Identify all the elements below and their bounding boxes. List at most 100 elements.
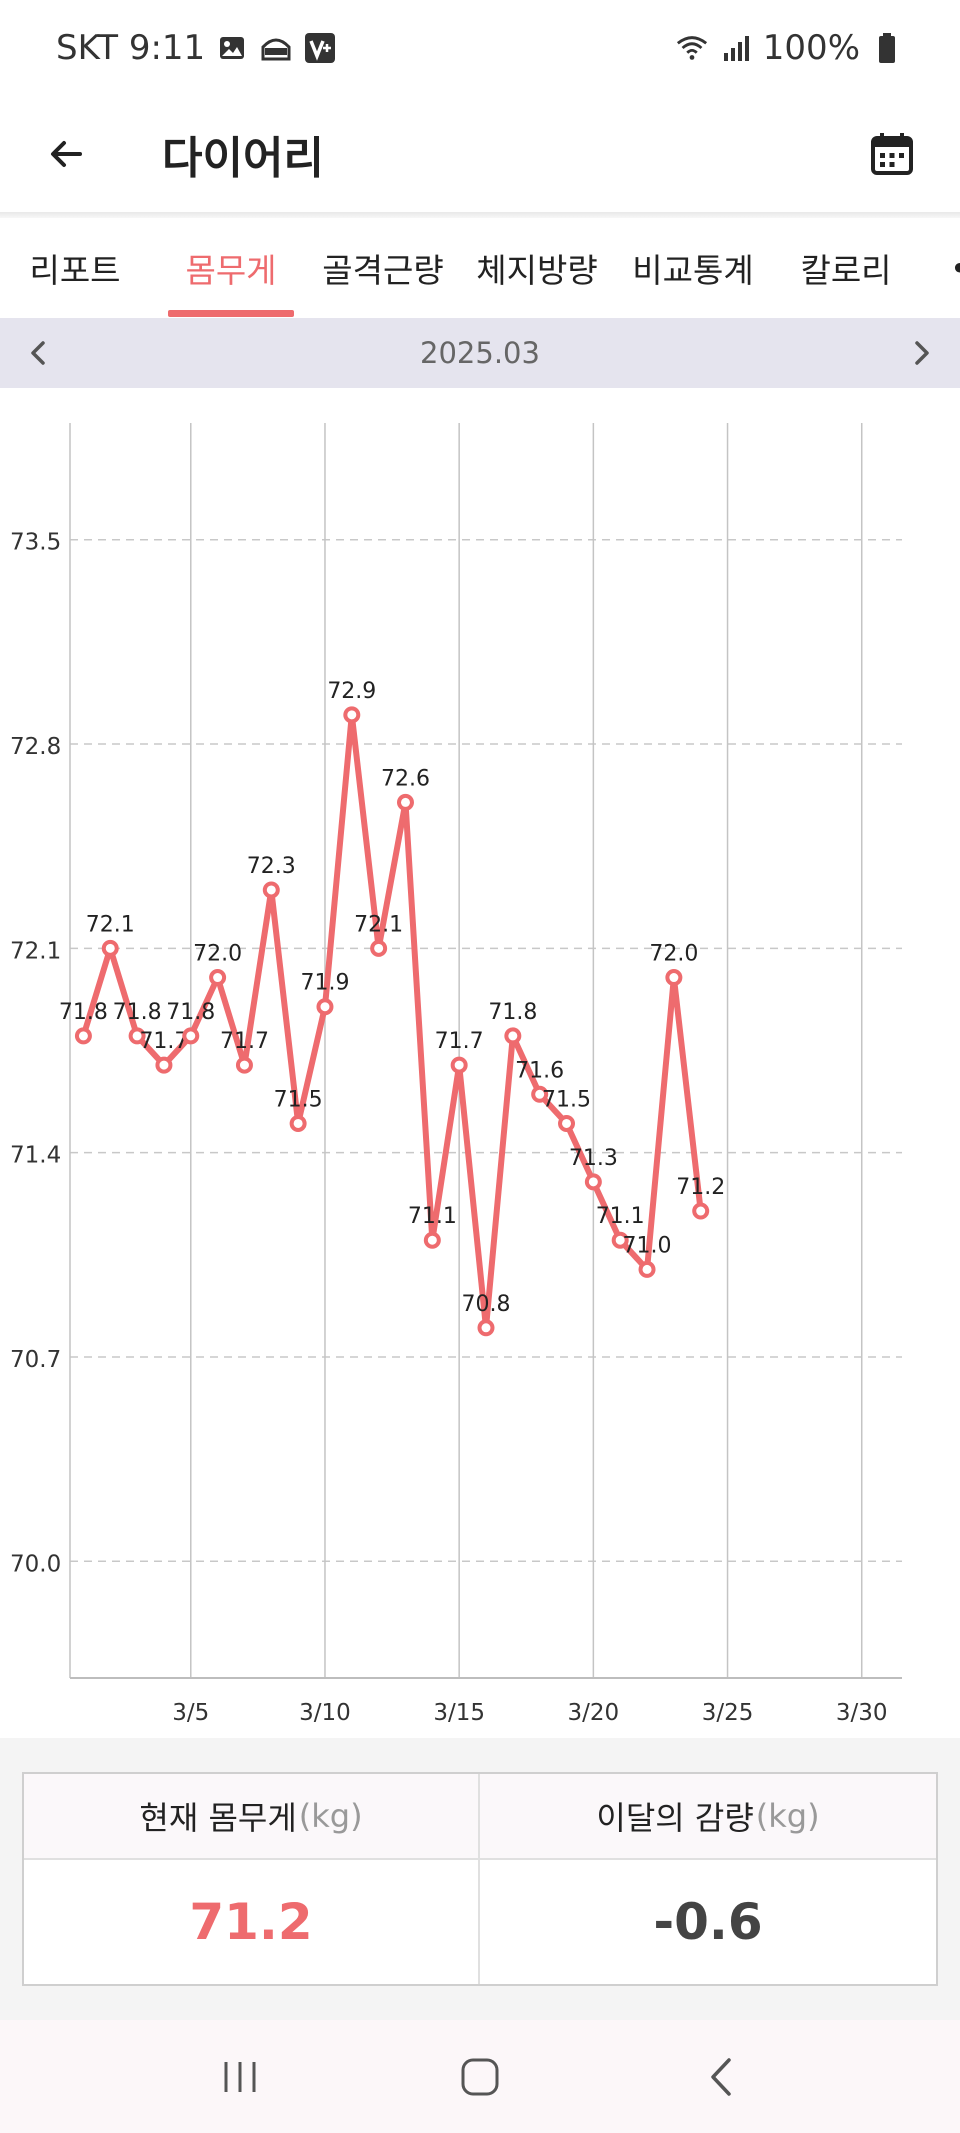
data-point	[531, 1085, 549, 1103]
tab-calories[interactable]: 칼로리	[800, 251, 892, 290]
data-point	[343, 706, 361, 724]
data-point	[638, 1260, 656, 1278]
current-weight-label: 현재 몸무게	[139, 1799, 297, 1837]
home-button[interactable]	[430, 2027, 530, 2127]
data-label: 71.5	[542, 1087, 591, 1112]
status-right: 100%	[675, 28, 904, 68]
data-point	[289, 1114, 307, 1132]
monthly-loss-label: 이달의 감량	[596, 1799, 754, 1837]
app-bar: 다이어리	[0, 96, 960, 212]
month-label: 2025.03	[420, 336, 540, 370]
x-tick-label: 3/5	[172, 1700, 209, 1726]
home-icon	[461, 2058, 499, 2095]
data-label: 71.8	[488, 1000, 537, 1025]
x-tick-label: 3/10	[299, 1700, 351, 1726]
data-label: 72.3	[247, 854, 296, 879]
data-label: 71.8	[166, 1000, 215, 1025]
data-label: 72.6	[381, 766, 430, 791]
data-label: 71.3	[569, 1146, 618, 1171]
current-weight-header: 현재 몸무게 (kg)	[24, 1774, 480, 1860]
x-tick-label: 3/30	[836, 1700, 888, 1726]
data-point	[370, 939, 388, 957]
weight-line-chart: 70.0 70.7 71.4 72.1 72.8 73.5 3/5 3/10 3/15 3/20 3…	[10, 423, 902, 1726]
monthly-loss-value: -0.6	[653, 1893, 763, 1951]
tab-report[interactable]: 리포트	[29, 251, 121, 290]
data-point	[209, 969, 227, 987]
monthly-loss-unit: (kg)	[755, 1797, 820, 1835]
y-tick-label: 73.5	[10, 530, 61, 556]
current-weight-unit: (kg)	[298, 1797, 363, 1835]
recent-apps-icon	[224, 2061, 256, 2092]
image-icon	[215, 31, 249, 65]
data-label: 72.0	[649, 942, 698, 967]
app-badge-icon	[259, 31, 293, 65]
data-label: 71.0	[623, 1233, 672, 1258]
tab-weight[interactable]: 몸무게	[185, 251, 277, 290]
carrier-time: SKT 9:11	[56, 28, 206, 68]
y-tick-label: 70.7	[10, 1347, 61, 1373]
back-button[interactable]	[28, 116, 104, 192]
y-tick-label: 72.8	[10, 734, 61, 760]
calendar-button[interactable]	[854, 116, 930, 192]
data-point	[74, 1027, 92, 1045]
data-point	[182, 1027, 200, 1045]
active-tab-indicator	[168, 310, 294, 317]
data-label: 71.7	[435, 1029, 484, 1054]
data-point	[396, 793, 414, 811]
status-bar: SKT 9:11 100%	[0, 0, 960, 96]
y-tick-label: 71.4	[10, 1143, 61, 1169]
data-point	[665, 969, 683, 987]
data-point	[235, 1056, 253, 1074]
data-label: 71.7	[139, 1029, 188, 1054]
summary-table: 현재 몸무게 (kg) 이달의 감량 (kg) 71.2 -0.6	[22, 1772, 938, 1986]
tab-bar: 리포트 몸무게 골격근량 체지방량 비교통계 칼로리 •	[0, 218, 960, 318]
data-point	[558, 1114, 576, 1132]
weight-chart-area: 70.0 70.7 71.4 72.1 72.8 73.5 3/5 3/10 3/15 3/20 3…	[0, 388, 960, 1738]
data-point	[504, 1027, 522, 1045]
current-weight-value: 71.2	[24, 1860, 480, 1984]
data-label: 71.1	[408, 1204, 457, 1229]
calendar-icon	[871, 133, 913, 175]
tab-skeletal-muscle[interactable]: 골격근량	[322, 251, 444, 290]
data-point	[423, 1231, 441, 1249]
recent-apps-button[interactable]	[190, 2027, 290, 2127]
data-point	[584, 1173, 602, 1191]
monthly-loss-header: 이달의 감량 (kg)	[480, 1774, 936, 1860]
battery-text: 100%	[762, 28, 860, 68]
tab-body-fat[interactable]: 체지방량	[476, 251, 598, 290]
signal-icon	[719, 31, 753, 65]
data-point	[101, 939, 119, 957]
tab-compare-stats[interactable]: 비교통계	[632, 251, 754, 290]
data-point	[611, 1231, 629, 1249]
data-point	[450, 1056, 468, 1074]
next-month-button[interactable]	[886, 318, 956, 388]
wifi-icon	[675, 31, 709, 65]
data-point	[692, 1202, 710, 1220]
data-label: 71.2	[676, 1175, 725, 1200]
arrow-left-icon	[51, 141, 82, 167]
back-nav-button[interactable]	[670, 2027, 770, 2127]
data-point	[128, 1027, 146, 1045]
tab-overflow[interactable]: •	[950, 218, 960, 318]
data-label: 71.8	[59, 1000, 108, 1025]
data-point	[477, 1319, 495, 1337]
data-label: 71.5	[274, 1087, 323, 1112]
data-label: 71.8	[113, 1000, 162, 1025]
data-label: 71.9	[300, 971, 349, 996]
data-label: 72.9	[327, 679, 376, 704]
y-tick-label: 72.1	[10, 938, 61, 964]
data-label: 71.1	[596, 1204, 645, 1229]
data-label: 72.0	[193, 942, 242, 967]
back-nav-icon	[711, 2057, 731, 2096]
data-point	[262, 881, 280, 899]
month-navigator: 2025.03	[0, 318, 960, 388]
data-label: 71.6	[515, 1058, 564, 1083]
prev-month-button[interactable]	[4, 318, 74, 388]
data-point	[316, 998, 334, 1016]
data-label: 71.7	[220, 1029, 269, 1054]
data-point	[155, 1056, 173, 1074]
data-label: 70.8	[462, 1292, 511, 1317]
battery-icon	[870, 31, 904, 65]
y-tick-label: 70.0	[10, 1551, 61, 1577]
v-app-icon	[303, 31, 337, 65]
